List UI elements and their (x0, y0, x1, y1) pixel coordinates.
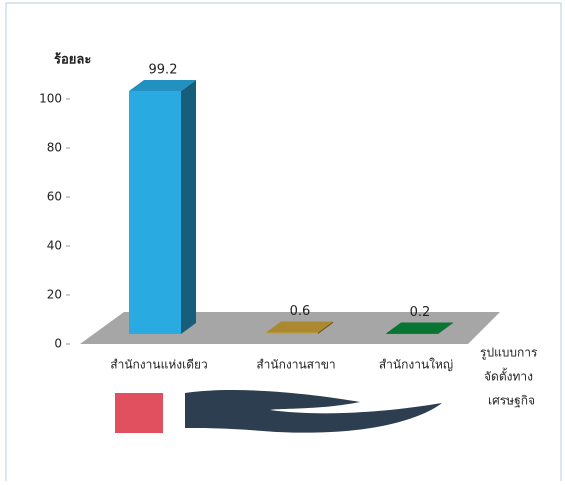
bar-side (181, 79, 196, 335)
bar (386, 333, 438, 335)
decor-square (115, 393, 163, 433)
x-tick-label: สำนักงานใหญ่ (379, 358, 453, 372)
value-label: 0.2 (410, 305, 431, 320)
y-tick-label: 40 (47, 239, 62, 253)
y-tick-label: 60 (47, 190, 62, 204)
y-tick-label: 20 (47, 288, 62, 302)
x-axis-label: เศรษฐกิจ (488, 394, 535, 408)
x-axis-label: รูปแบบการ (480, 346, 538, 361)
x-tick-label: สำนักงานแห่งเดียว (110, 358, 208, 372)
y-axis-label: ร้อยละ (54, 52, 91, 68)
bar-side (438, 322, 453, 334)
frame (5, 2, 562, 481)
bar-top (266, 321, 333, 333)
bar-top (386, 322, 453, 334)
y-tick-label: 80 (47, 141, 62, 155)
y-tick-label: 0 (54, 337, 62, 351)
value-label: 0.6 (290, 304, 311, 319)
decor-swoosh (185, 390, 442, 433)
bar (129, 90, 181, 335)
x-axis-label: จัดตั้งทาง (484, 368, 533, 384)
bar-top (129, 79, 196, 91)
x-tick-label: สำนักงานสาขา (256, 358, 335, 372)
value-label: 99.2 (149, 62, 178, 77)
y-tick-label: 100 (39, 92, 62, 106)
bar-side (318, 321, 333, 334)
bar (266, 332, 318, 334)
